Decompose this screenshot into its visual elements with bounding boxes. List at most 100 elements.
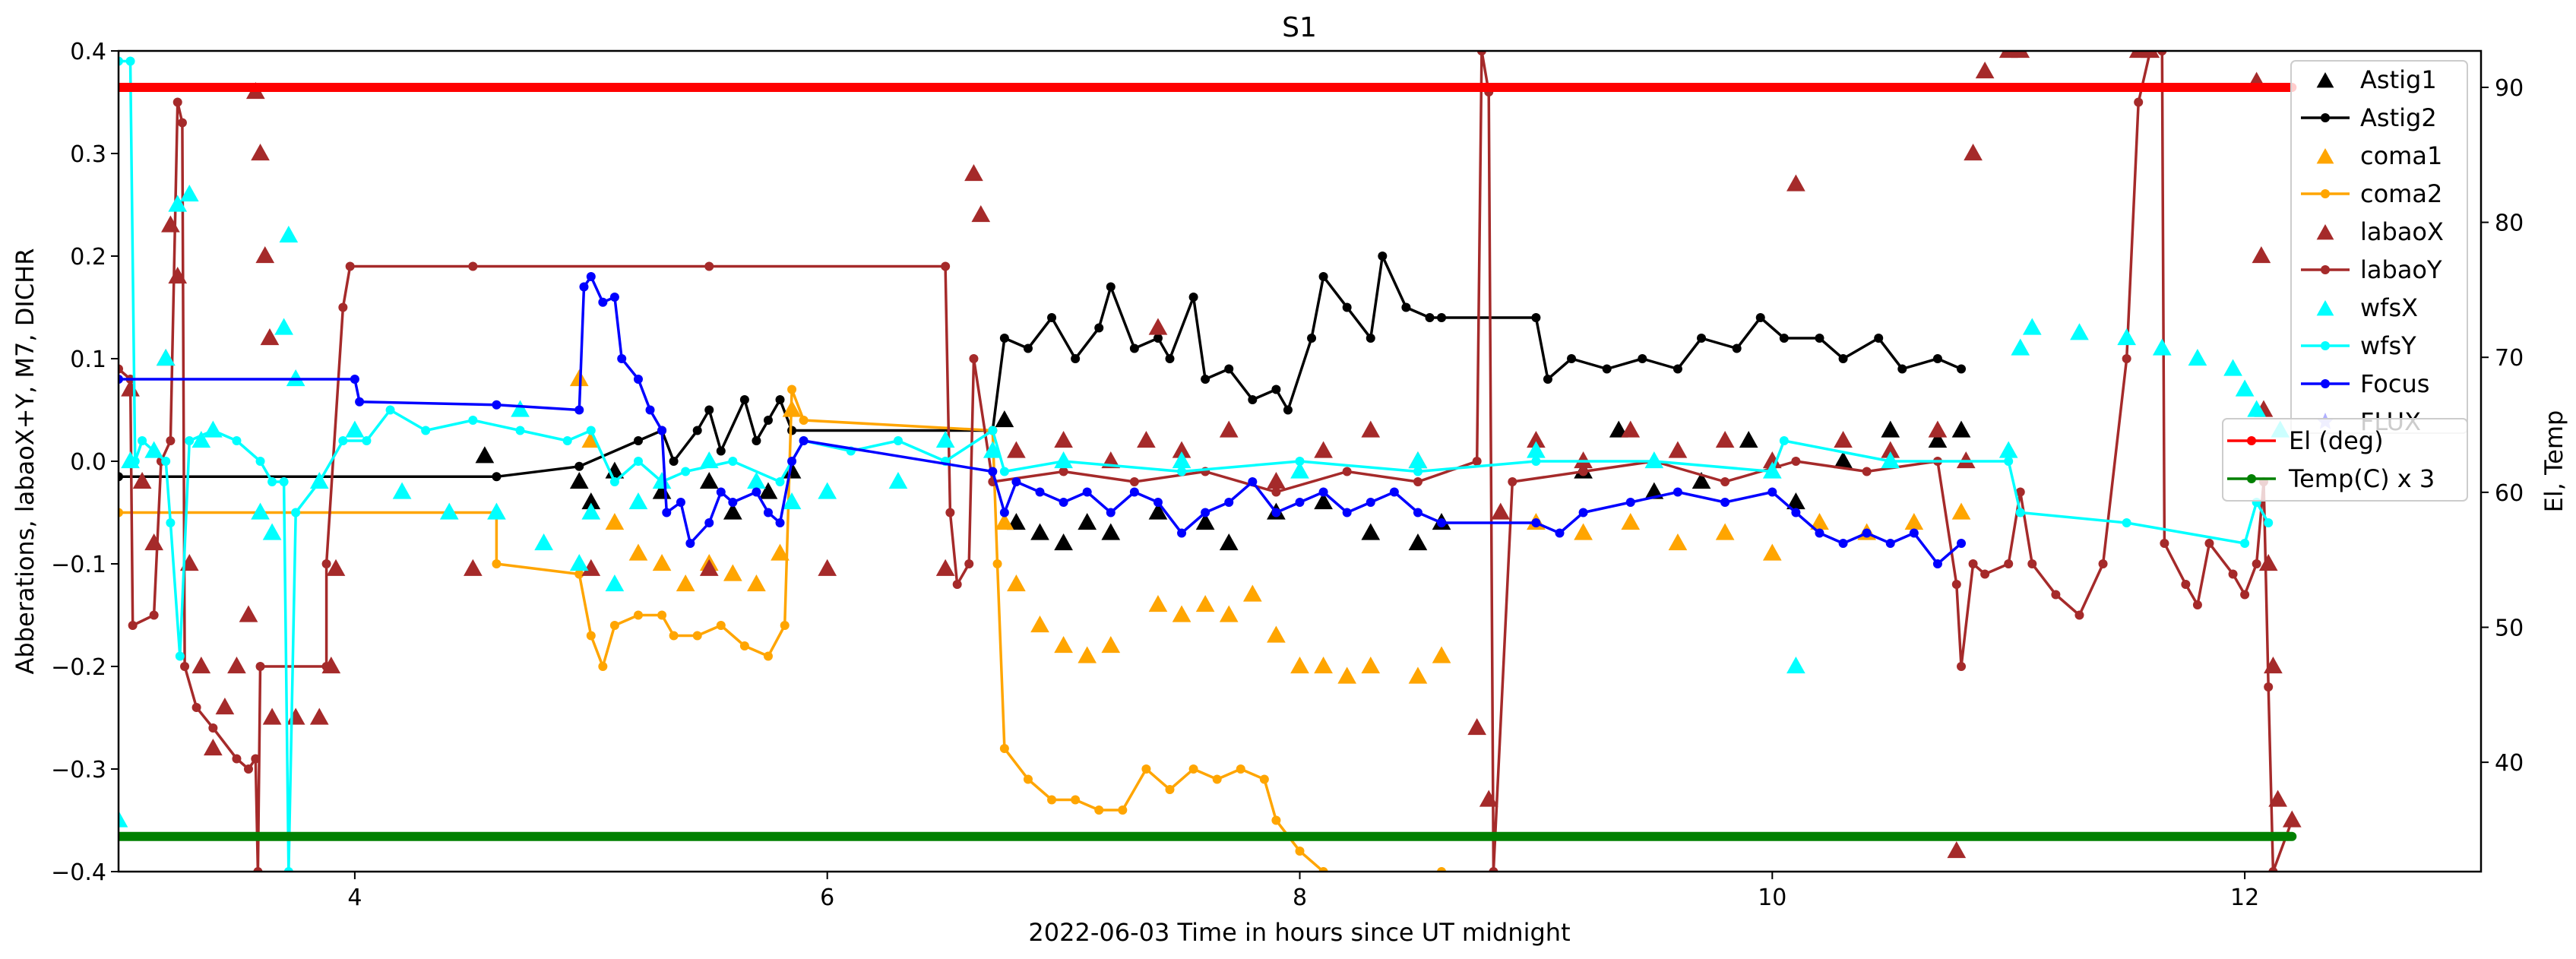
data-point [138,436,147,445]
data-point [657,426,667,435]
data-point [1755,313,1765,322]
legend-frame [2222,418,2468,502]
data-point [149,610,159,620]
data-point [1059,467,1068,476]
data-point [2134,97,2144,107]
data-point [1224,498,1234,507]
data-point [1165,785,1175,794]
data-point [1786,174,1805,191]
data-point [291,508,301,517]
y-tick-label: −0.3 [51,757,106,783]
x-axis-label: 2022-06-03 Time in hours since UT midnig… [1028,918,1570,947]
data-point [1957,364,1967,374]
data-point [1413,477,1422,486]
legend-item: wfsY [2301,331,2416,360]
data-point [255,246,275,264]
data-point [598,297,608,307]
data-point [969,354,979,363]
data-point [179,185,199,202]
data-point [1472,457,1482,466]
data-point [2188,349,2207,366]
data-point [168,195,188,212]
data-point [586,426,596,435]
data-point [1732,343,1742,353]
data-point [645,405,655,415]
data-point [1739,431,1758,448]
data-point [1271,385,1281,394]
y-tick-label: 0.2 [70,244,106,271]
data-point [763,508,773,517]
y-tick-label: −0.2 [51,654,106,681]
data-point [1148,502,1168,520]
data-point [1248,395,1258,404]
data-point [1267,625,1286,643]
data-point [119,364,123,374]
data-point [1874,334,1884,343]
y-tick-label: −0.4 [51,859,106,886]
data-point [1219,605,1239,622]
data-point [161,457,171,466]
data-point [128,621,138,630]
data-point [699,451,719,469]
legend-label: wfsY [2360,331,2416,360]
data-point [338,436,348,445]
series-astig2 [119,252,1967,482]
data-point [253,867,263,872]
data-point [1366,498,1375,507]
data-point [119,375,123,384]
data-point [574,405,584,415]
series-coma1 [569,369,1971,684]
data-point [562,436,572,445]
data-point [1432,646,1451,663]
data-point [1767,487,1777,497]
data-point [260,328,280,346]
data-point [2264,518,2274,527]
legend-triangle [2316,148,2334,164]
data-point [2223,359,2242,376]
data-point [191,431,211,448]
data-point [232,436,242,445]
legend-dot [2247,474,2256,483]
data-point [1165,354,1175,363]
data-point [1574,523,1593,540]
legend-item: wfsX [2316,293,2418,322]
data-point [1106,508,1116,517]
data-point [1668,441,1688,458]
data-point [1271,508,1281,517]
legend-dot [2321,341,2330,350]
data-point [1489,867,1498,872]
data-point [1881,441,1900,458]
data-point [1101,523,1121,540]
data-point [1862,467,1872,476]
data-point [1342,467,1352,476]
data-point [2252,559,2261,568]
data-point [1951,420,1971,438]
data-point [362,436,372,445]
data-point [1361,657,1381,674]
data-point [1810,513,1829,530]
data-point [1815,528,1824,538]
data-point [315,477,324,486]
data-point [321,662,331,671]
data-point [1054,431,1073,448]
data-point [633,436,643,445]
data-point [1259,774,1269,784]
data-point [2160,539,2169,548]
data-point [1201,375,1210,384]
data-point [1318,487,1328,497]
data-point [1212,774,1222,784]
data-point [988,426,998,435]
data-point [274,318,293,335]
data-point [586,272,596,281]
data-point [191,657,211,674]
data-point [1602,364,1612,374]
data-point [818,559,837,576]
data-point [935,431,955,448]
data-point [464,559,483,576]
data-point [752,487,761,497]
legend-label: labaoX [2360,217,2444,246]
legend-triangle [2316,300,2334,316]
data-point [2122,354,2131,363]
data-point [1779,436,1789,445]
data-point [1838,354,1848,363]
